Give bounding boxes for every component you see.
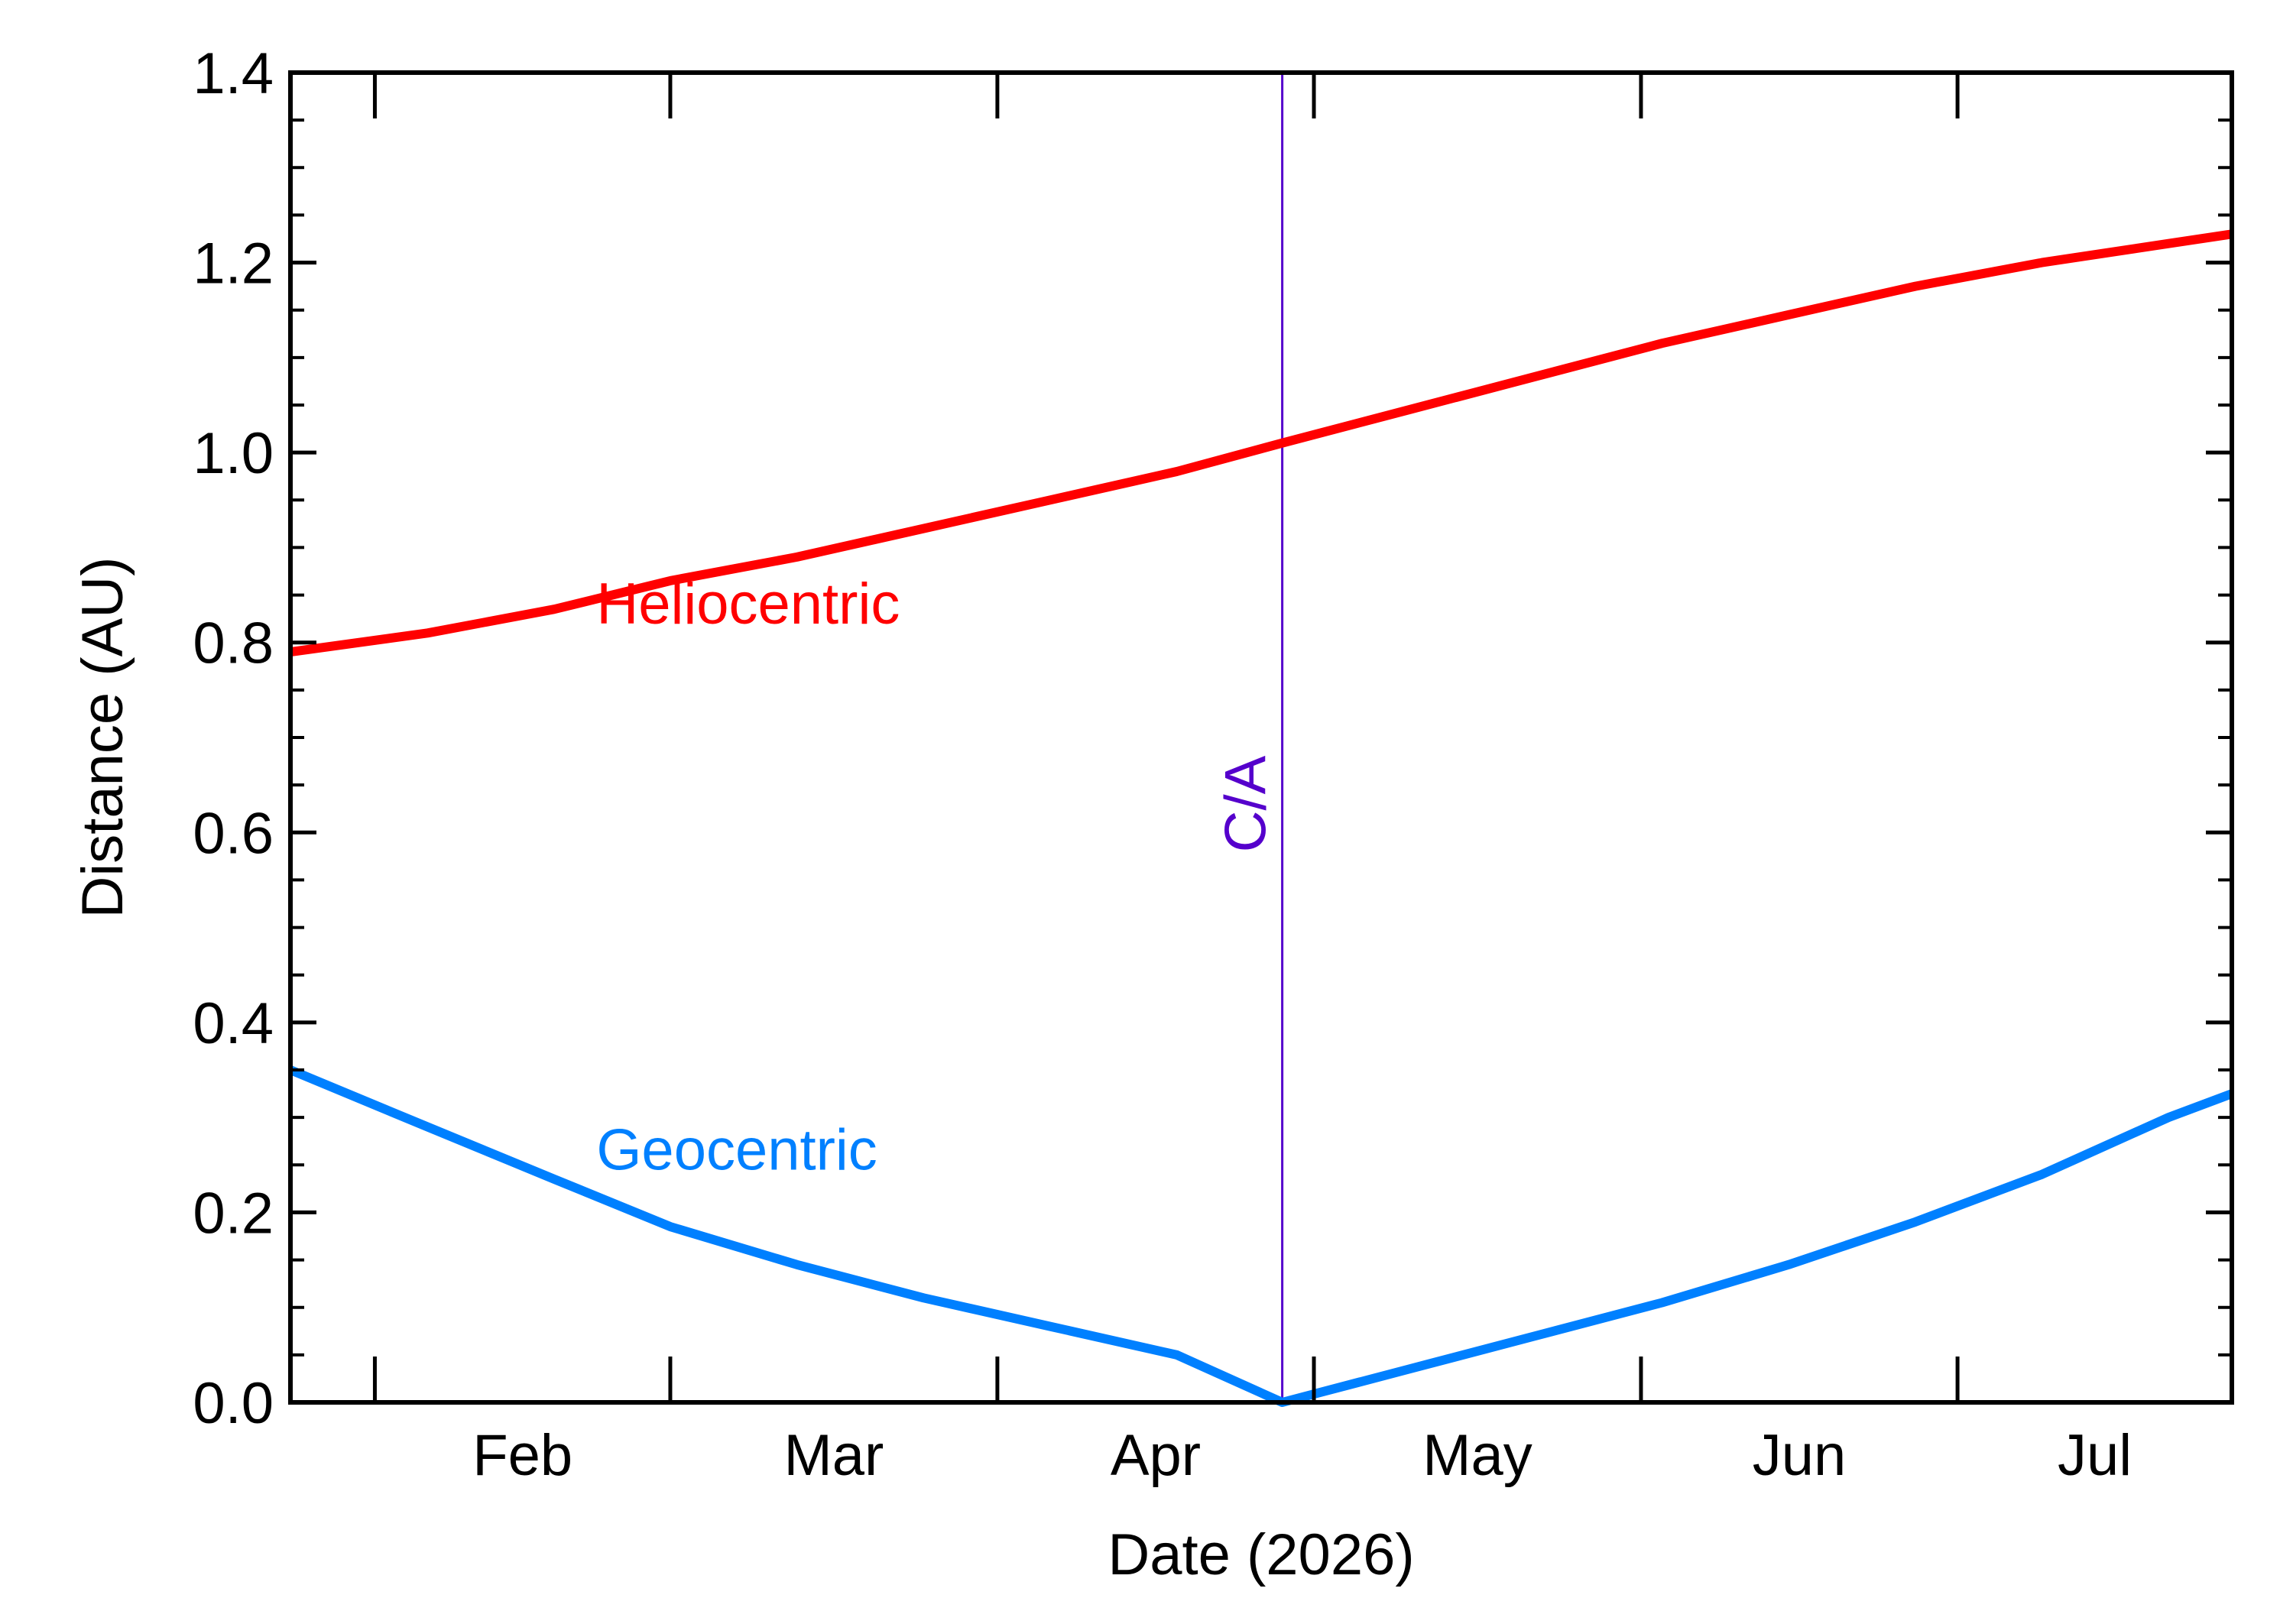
y-tick-label: 0.0 — [193, 1371, 274, 1436]
x-tick-label: Apr — [1111, 1423, 1201, 1488]
annotation-layer: Heliocentric Geocentric — [596, 572, 900, 1183]
annotation-geocentric: Geocentric — [596, 1118, 877, 1183]
y-axis-label: Distance (AU) — [70, 557, 135, 919]
y-tick-label: 0.2 — [193, 1181, 274, 1246]
tick-layer: 0.0 0.2 0.4 0.6 0.8 1.0 1.2 1.4 Feb Mar Apr May Jun J… — [193, 41, 2232, 1488]
closest-approach-layer: C/A — [1214, 73, 1284, 1402]
x-tick-label: Jul — [2058, 1423, 2132, 1488]
x-tick-label: Jun — [1753, 1423, 1847, 1488]
x-tick-label: Feb — [472, 1423, 572, 1488]
y-tick-label: 0.6 — [193, 801, 274, 866]
y-tick-label: 0.8 — [193, 611, 274, 676]
y-tick-label: 0.4 — [193, 991, 274, 1056]
label-layer: Date (2026) Distance (AU) — [70, 557, 1415, 1588]
x-tick-label: Mar — [783, 1423, 884, 1488]
x-axis-label: Date (2026) — [1108, 1522, 1414, 1587]
annotation-heliocentric: Heliocentric — [596, 572, 900, 637]
x-tick-label: May — [1422, 1423, 1532, 1488]
y-tick-label: 1.0 — [193, 421, 274, 486]
y-tick-label: 1.2 — [193, 232, 274, 297]
closest-approach-label: C/A — [1214, 755, 1279, 852]
series-line-heliocentric — [290, 229, 2233, 657]
y-tick-label: 1.4 — [193, 41, 274, 106]
